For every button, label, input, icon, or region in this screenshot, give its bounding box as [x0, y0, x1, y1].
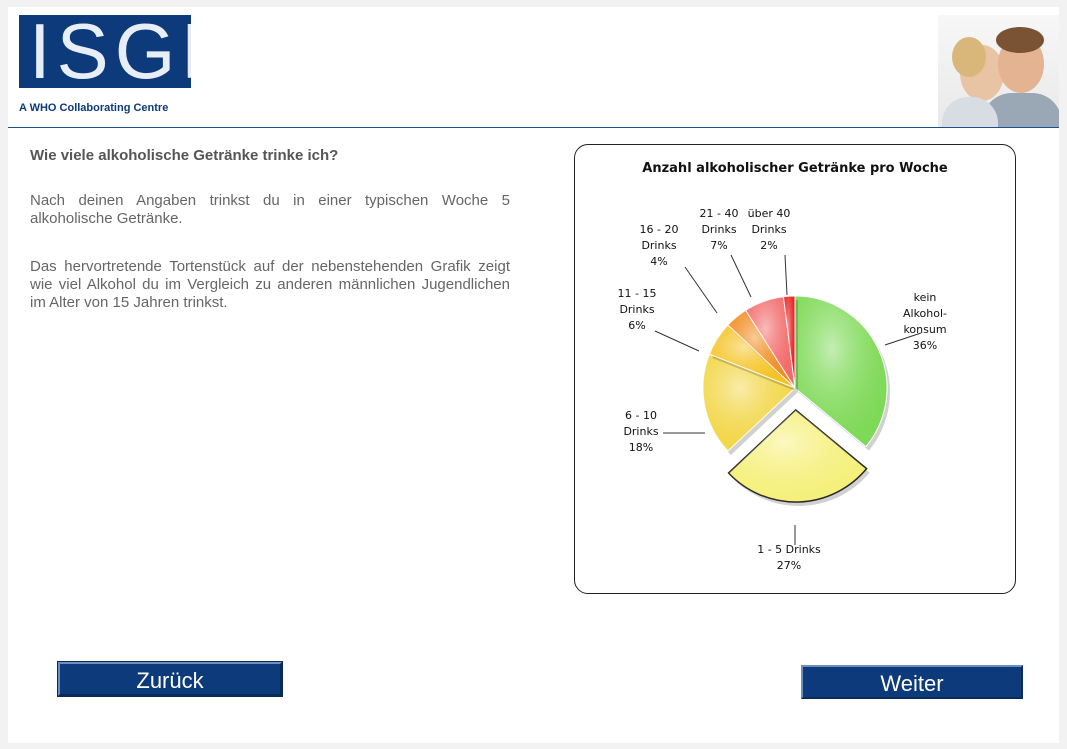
logo-tagline: A WHO Collaborating Centre — [19, 102, 169, 114]
slice-label: 21 - 40 Drinks 7% — [700, 207, 739, 252]
question-heading: Wie viele alkoholische Getränke trinke i… — [30, 147, 339, 164]
page: ISGF A WHO Collaborating Centre Wie viel… — [8, 7, 1059, 743]
leader-line — [684, 266, 718, 314]
slice-label: 16 - 20 Drinks 4% — [640, 223, 679, 268]
pie-slice-highlight — [709, 325, 795, 388]
result-text: Nach deinen Angaben trinkst du in einer … — [30, 192, 510, 227]
logo-text: ISGF — [29, 15, 191, 88]
leader-line — [884, 332, 922, 346]
chart-panel: Anzahl alkoholischer Getränke pro Woche … — [574, 144, 1016, 594]
pie-slice-highlight — [795, 296, 887, 447]
pie-slice-highlight — [745, 296, 795, 388]
header: ISGF A WHO Collaborating Centre — [8, 7, 1059, 128]
leader-line — [654, 330, 700, 352]
back-button[interactable]: Zurück — [57, 661, 283, 697]
slice-label: 11 - 15 Drinks 6% — [618, 287, 657, 332]
leader-line — [784, 254, 788, 296]
pie-slice-highlight — [783, 296, 795, 388]
leader-line — [730, 254, 752, 298]
explanation-text: Das hervortretende Tortenstück auf der n… — [30, 258, 510, 311]
next-button[interactable]: Weiter — [801, 665, 1023, 699]
slice-label: 6 - 10 Drinks 18% — [623, 409, 658, 454]
pie-slice-highlight — [703, 354, 795, 451]
pie-slice-highlight — [728, 409, 867, 502]
pie-chart: kein Alkohol-konsum 36% 1 - 5 Drinks 27% 6 - … — [618, 207, 948, 572]
slice-label: kein Alkohol-konsum 36% — [903, 291, 947, 352]
pie-slice-highlight — [727, 310, 795, 388]
slice-label: 1 - 5 Drinks 27% — [757, 543, 821, 572]
header-photo — [938, 15, 1059, 127]
isgf-logo: ISGF — [19, 15, 191, 88]
chart-title: Anzahl alkoholischer Getränke pro Woche — [642, 161, 948, 176]
slice-label: über 40 Drinks 2% — [748, 207, 791, 252]
